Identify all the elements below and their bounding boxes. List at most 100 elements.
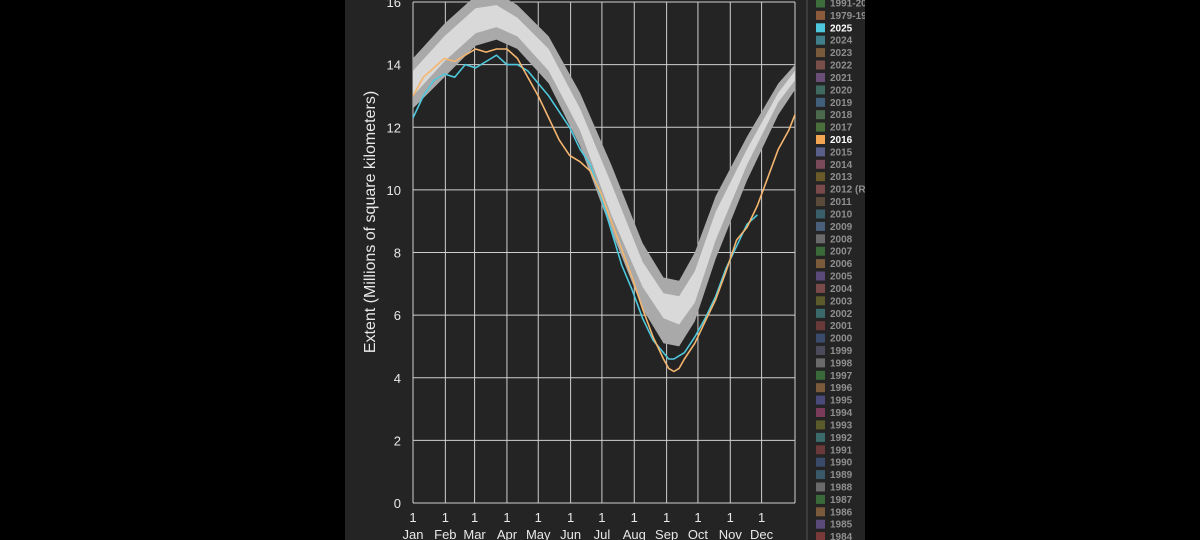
legend-label-10[interactable]: 2017 [830,123,853,134]
y-tick-label-14: 14 [387,58,401,73]
y-tick-label-2: 2 [394,433,401,448]
legend-swatch-39 [816,482,825,492]
x-tick-month-Jan: Jan [403,527,424,540]
legend-swatch-43 [816,532,825,540]
grid-lines [412,1,796,504]
legend-swatch-42 [816,519,825,529]
legend-label-25[interactable]: 2002 [830,309,853,320]
legend-label-23[interactable]: 2004 [830,284,853,295]
legend-swatch-25 [816,308,825,318]
x-tick-day-Apr: 1 [503,510,510,525]
plot-background [413,0,795,503]
legend-swatch-15 [816,184,825,194]
legend-label-30[interactable]: 1997 [830,371,853,382]
sea-ice-extent-chart: 0 2 4 6 8 10 12 14 16 1 Jan 1 Feb 1 Mar 1 Apr 1 May 1 Jun 1 J… [362,0,865,540]
x-tick-day-Dec: 1 [758,510,765,525]
legend-label-5[interactable]: 2022 [830,61,853,72]
x-tick-day-Jun: 1 [567,510,574,525]
legend-swatch-40 [816,494,825,504]
legend-label-40[interactable]: 1987 [830,495,853,506]
legend-swatch-27 [816,333,825,343]
x-tick-day-Feb: 1 [442,510,449,525]
y-tick-labels: 0 2 4 6 8 10 12 14 16 [387,0,401,511]
legend-swatch-18 [816,221,825,231]
legend-swatch-29 [816,358,825,368]
legend-swatch-38 [816,470,825,480]
legend-label-20[interactable]: 2007 [830,247,853,258]
legend-swatch-10 [816,122,825,132]
legend-label-0[interactable]: 1991-20 [830,0,865,10]
series-lines [412,48,796,373]
legend-swatch-6 [816,73,825,82]
legend-label-22[interactable]: 2005 [830,272,853,283]
legend-label-13[interactable]: 2014 [830,160,853,171]
legend-label-12[interactable]: 2015 [830,147,853,158]
legend-label-28[interactable]: 1999 [830,346,853,357]
legend-label-35[interactable]: 1992 [830,433,853,444]
legend-label-14[interactable]: 2013 [830,172,853,183]
legend-label-38[interactable]: 1989 [830,470,853,481]
legend-swatch-5 [816,60,825,70]
x-tick-day-Jul: 1 [598,510,605,525]
legend-label-26[interactable]: 2001 [830,321,853,332]
legend-label-37[interactable]: 1990 [830,458,853,469]
legend-label-41[interactable]: 1986 [830,507,853,518]
legend-swatch-8 [816,97,825,107]
legend-label-32[interactable]: 1995 [830,396,853,407]
x-tick-month-Dec: Dec [750,527,774,540]
x-tick-month-Nov: Nov [719,527,743,540]
legend-swatch-24 [816,296,825,306]
legend-label-1[interactable]: 1979-19 [830,11,865,22]
x-tick-day-Aug: 1 [631,510,638,525]
legend-label-3[interactable]: 2024 [830,36,853,47]
legend-swatch-20 [816,246,825,256]
legend-swatch-36 [816,445,825,455]
legend-label-6[interactable]: 2021 [830,73,853,84]
legend-swatch-16 [816,197,825,207]
legend-swatch-4 [816,48,825,58]
legend-swatch-14 [816,172,825,182]
x-tick-month-Mar: Mar [463,527,486,540]
legend-label-17[interactable]: 2010 [830,210,853,221]
legend-swatch-33 [816,408,825,417]
legend-label-9[interactable]: 2018 [830,110,853,121]
legend-label-36[interactable]: 1991 [830,445,853,456]
legend-label-39[interactable]: 1988 [830,483,853,494]
legend-swatch-26 [816,321,825,331]
legend-label-24[interactable]: 2003 [830,296,853,307]
x-tick-day-May: 1 [535,510,542,525]
legend-swatch-3 [816,35,825,45]
legend-label-29[interactable]: 1998 [830,358,853,369]
x-tick-month-Jun: Jun [560,527,581,540]
legend-label-42[interactable]: 1985 [830,520,853,531]
legend-label-8[interactable]: 2019 [830,98,853,109]
legend-label-7[interactable]: 2020 [830,85,853,96]
legend-label-4[interactable]: 2023 [830,48,853,59]
legend-swatch-13 [816,159,825,169]
legend-label-18[interactable]: 2009 [830,222,853,233]
x-tick-day-Nov: 1 [727,510,734,525]
x-tick-month-Oct: Oct [688,527,709,540]
legend-label-43[interactable]: 1984 [830,532,853,540]
chart-panel: 0 2 4 6 8 10 12 14 16 1 Jan 1 Feb 1 Mar 1 Apr 1 May 1 Jun 1 J… [345,0,865,540]
legend-label-21[interactable]: 2006 [830,259,853,270]
legend-swatch-35 [816,432,825,442]
legend-label-34[interactable]: 1993 [830,420,853,431]
legend-label-27[interactable]: 2000 [830,334,853,345]
legend-label-2[interactable]: 2025 [830,23,853,34]
y-tick-label-16: 16 [387,0,401,10]
legend-label-11[interactable]: 2016 [830,135,853,146]
legend-label-16[interactable]: 2011 [830,197,852,208]
x-tick-month-Jul: Jul [594,527,611,540]
legend-swatch-1 [816,10,825,20]
legend-label-33[interactable]: 1994 [830,408,853,419]
legend-label-15[interactable]: 2012 (R [830,185,865,196]
legend-swatch-34 [816,420,825,430]
legend-label-19[interactable]: 2008 [830,234,853,245]
legend-swatch-11 [816,135,825,144]
legend-swatch-41 [816,507,825,517]
legend-swatch-9 [816,110,825,120]
legend-label-31[interactable]: 1996 [830,383,853,394]
x-tick-day-Sep: 1 [663,510,670,525]
